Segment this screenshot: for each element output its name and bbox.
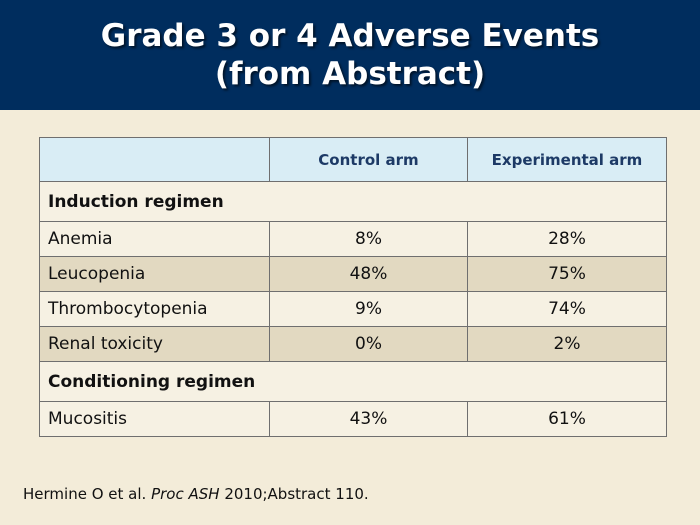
adverse-events-table-container: Control arm Experimental arm Induction r… bbox=[39, 137, 667, 437]
adverse-events-table: Control arm Experimental arm Induction r… bbox=[39, 137, 667, 437]
row-label: Mucositis bbox=[39, 401, 270, 437]
page-title-line-2: (from Abstract) bbox=[214, 56, 486, 92]
row-label: Thrombocytopenia bbox=[39, 291, 270, 327]
experimental-value: 28% bbox=[467, 221, 667, 257]
citation-authors: Hermine O et al. bbox=[23, 485, 147, 503]
section-row-conditioning: Conditioning regimen bbox=[39, 361, 667, 402]
experimental-value: 2% bbox=[467, 326, 667, 362]
row-label: Anemia bbox=[39, 221, 270, 257]
table-row: Anemia 8% 28% bbox=[39, 221, 667, 257]
control-value: 9% bbox=[269, 291, 468, 327]
experimental-value: 75% bbox=[467, 256, 667, 292]
table-row: Mucositis 43% 61% bbox=[39, 401, 667, 437]
column-header-empty bbox=[39, 137, 270, 182]
section-row-induction: Induction regimen bbox=[39, 181, 667, 222]
row-label: Leucopenia bbox=[39, 256, 270, 292]
experimental-value: 74% bbox=[467, 291, 667, 327]
section-label: Conditioning regimen bbox=[39, 361, 667, 402]
section-label: Induction regimen bbox=[39, 181, 667, 222]
table-row: Renal toxicity 0% 2% bbox=[39, 326, 667, 362]
page-title-line-1: Grade 3 or 4 Adverse Events bbox=[100, 18, 600, 54]
control-value: 48% bbox=[269, 256, 468, 292]
table-header-row: Control arm Experimental arm bbox=[39, 137, 667, 182]
table-row: Thrombocytopenia 9% 74% bbox=[39, 291, 667, 327]
citation-journal: Proc ASH bbox=[151, 485, 220, 503]
table-row: Leucopenia 48% 75% bbox=[39, 256, 667, 292]
citation-details: 2010;Abstract 110. bbox=[224, 485, 369, 503]
row-label: Renal toxicity bbox=[39, 326, 270, 362]
title-banner: Grade 3 or 4 Adverse Events (from Abstra… bbox=[0, 0, 700, 110]
control-value: 0% bbox=[269, 326, 468, 362]
control-value: 8% bbox=[269, 221, 468, 257]
experimental-value: 61% bbox=[467, 401, 667, 437]
control-value: 43% bbox=[269, 401, 468, 437]
column-header-experimental-arm: Experimental arm bbox=[467, 137, 667, 182]
citation: Hermine O et al. Proc ASH 2010;Abstract … bbox=[23, 485, 369, 503]
column-header-control-arm: Control arm bbox=[269, 137, 468, 182]
